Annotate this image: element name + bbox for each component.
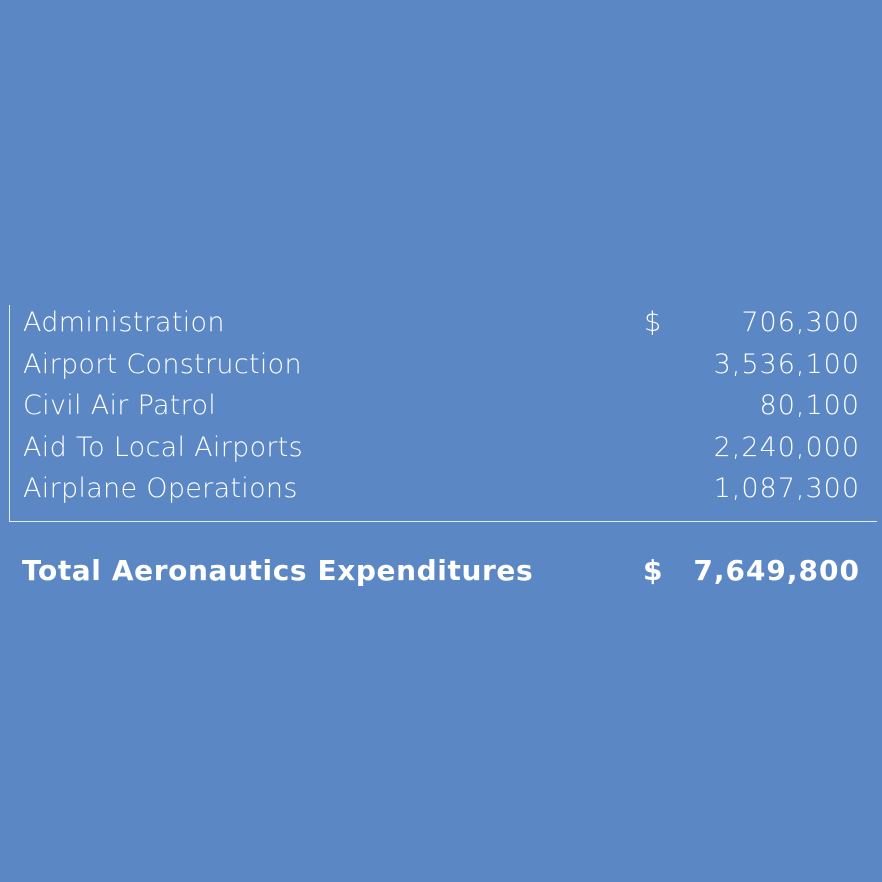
row-label: Aid To Local Airports — [23, 431, 304, 463]
row-label: Airplane Operations — [23, 473, 298, 504]
row-amount: 706,300 — [741, 307, 860, 338]
table-row: Airport Construction 3,536,100 — [10, 349, 877, 391]
row-label: Administration — [23, 307, 225, 338]
row-amount: 2,240,000 — [713, 431, 860, 463]
table-row: Airplane Operations 1,087,300 — [10, 473, 877, 515]
row-label: Airport Construction — [23, 348, 302, 380]
table-row: Civil Air Patrol 80,100 — [10, 390, 877, 432]
row-amount: 3,536,100 — [713, 348, 860, 380]
table-row: Administration $ 706,300 — [10, 307, 877, 349]
total-amount: 7,649,800 — [693, 553, 860, 587]
currency-symbol: $ — [644, 307, 662, 338]
row-label: Civil Air Patrol — [23, 390, 217, 421]
total-row: Total Aeronautics Expenditures $ 7,649,8… — [9, 554, 877, 598]
row-amount: 1,087,300 — [713, 473, 860, 504]
expenditure-rows: Administration $ 706,300 Airport Constru… — [9, 305, 877, 522]
total-label: Total Aeronautics Expenditures — [22, 553, 534, 587]
table-row: Aid To Local Airports 2,240,000 — [10, 432, 877, 474]
total-currency-symbol: $ — [643, 553, 664, 587]
expenditure-table: Administration $ 706,300 Airport Constru… — [9, 305, 877, 598]
row-amount: 80,100 — [759, 390, 860, 421]
